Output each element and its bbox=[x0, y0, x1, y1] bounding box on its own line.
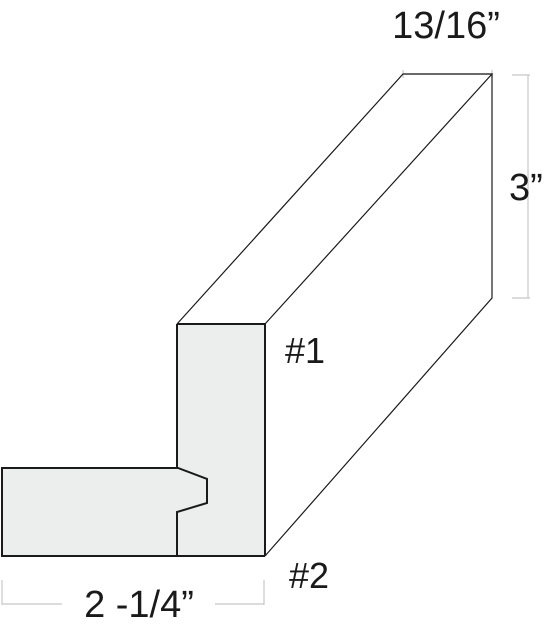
face-1-outline bbox=[176, 323, 266, 556]
width-dimension-line bbox=[1, 580, 265, 605]
height-dimension-line bbox=[512, 74, 530, 299]
height-dimension-label: 3” bbox=[509, 167, 543, 209]
dimension-lines bbox=[1, 70, 530, 605]
depth-dimension-label: 13/16” bbox=[392, 5, 500, 47]
profile-face-fill bbox=[2, 324, 265, 556]
face-2-outline bbox=[1, 467, 265, 557]
face-1-callout: #1 bbox=[285, 330, 325, 371]
extrusion-right-edge bbox=[264, 74, 493, 557]
width-dimension-label: 2 -1/4” bbox=[84, 584, 194, 626]
profile-face bbox=[2, 324, 265, 556]
extrusion-top-edge bbox=[176, 73, 494, 325]
face-2-callout: #2 bbox=[289, 555, 329, 596]
profile-outline bbox=[1, 73, 494, 557]
